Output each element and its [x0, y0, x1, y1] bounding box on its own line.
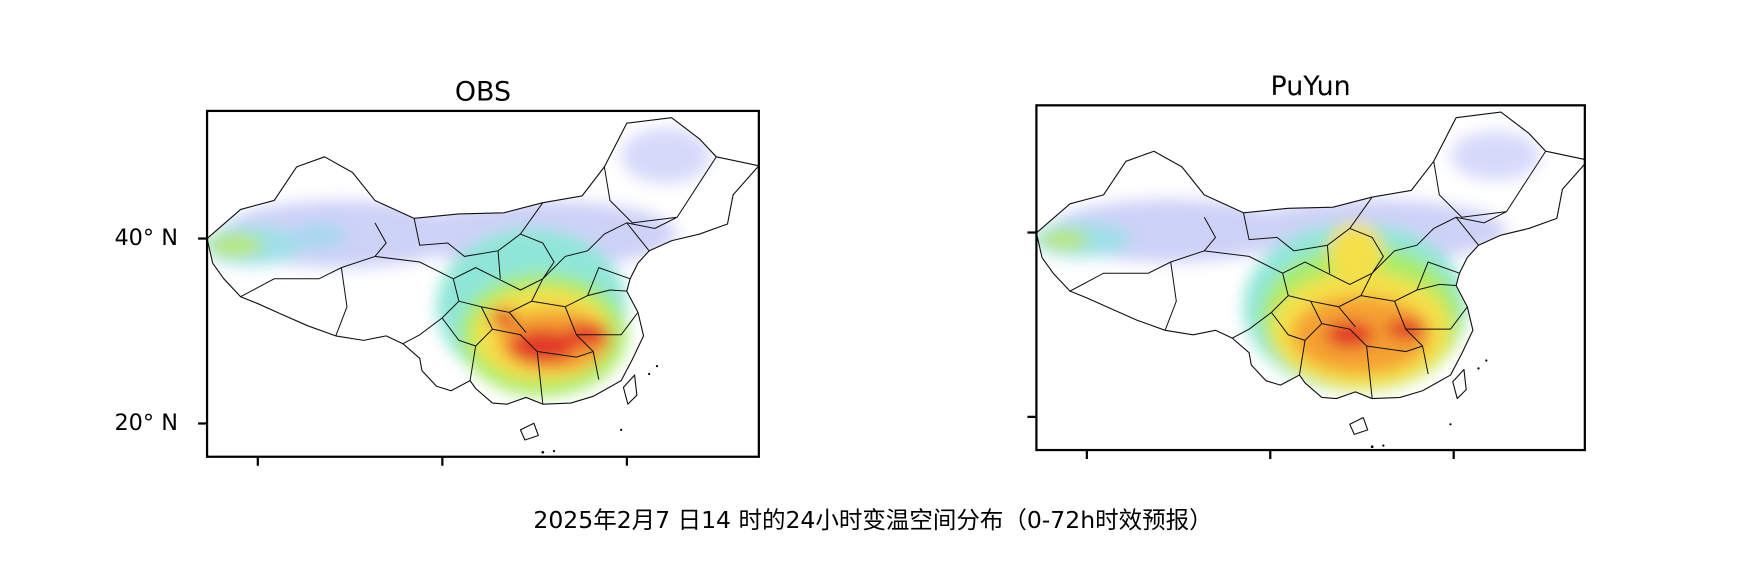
y-tick-label: 40° N [114, 225, 178, 251]
y-tick-label: 20° N [114, 410, 178, 436]
map-panel: PuYun [1027, 71, 1586, 460]
caption: 2025年2月7 日14 时的24小时变温空间分布（0-72h时效预报） [533, 506, 1212, 534]
temperature-field [1036, 131, 1541, 391]
map-area [207, 117, 759, 455]
map-area [1036, 111, 1585, 449]
temperature-field [207, 127, 711, 397]
panel-title: PuYun [1271, 71, 1351, 102]
map-panel: OBS 20° N 40° N [114, 77, 760, 466]
panel-title: OBS [455, 77, 511, 108]
map-frame [1035, 104, 1586, 452]
map-frame [205, 109, 760, 458]
